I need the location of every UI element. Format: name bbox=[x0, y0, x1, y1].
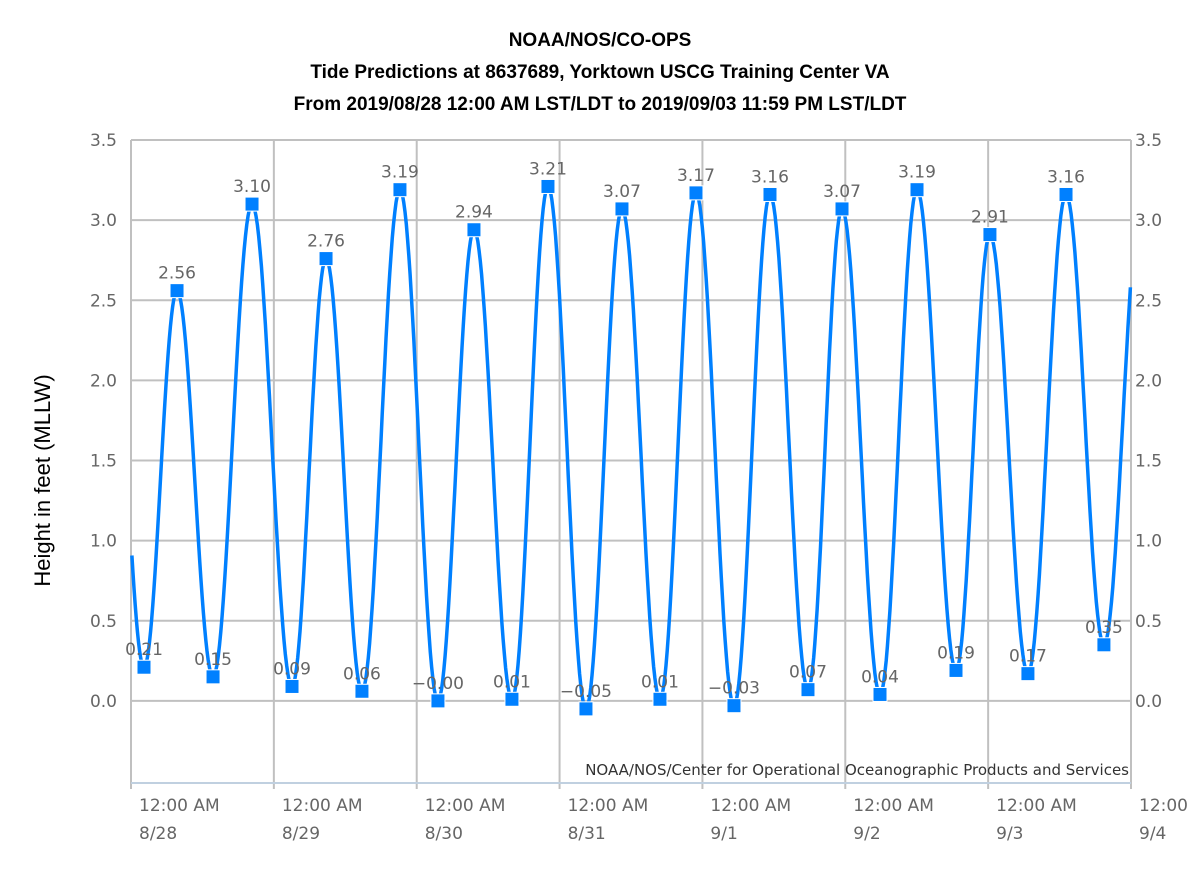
x-tick-label-time: 12:00 AM bbox=[282, 796, 363, 816]
data-point-marker bbox=[318, 251, 334, 267]
y-tick-label-right: 3.0 bbox=[1135, 211, 1162, 231]
y-tick-label-right: 2.5 bbox=[1135, 291, 1162, 311]
data-label: 3.07 bbox=[823, 182, 861, 202]
data-point-marker bbox=[466, 222, 482, 238]
data-label: 3.16 bbox=[751, 167, 789, 187]
data-label: 0.06 bbox=[343, 664, 381, 684]
y-tick-label-left: 3.5 bbox=[90, 131, 117, 151]
x-tick-label-time: 12:00 AM bbox=[996, 796, 1077, 816]
data-label: −0.05 bbox=[560, 682, 612, 702]
y-axis-label: Height in feet (MLLW) bbox=[30, 374, 55, 586]
data-point-marker bbox=[392, 182, 408, 198]
data-point-marker bbox=[800, 682, 816, 698]
data-point-marker bbox=[834, 201, 850, 217]
chart-title-line-2: Tide Predictions at 8637689, Yorktown US… bbox=[310, 62, 890, 83]
x-tick-label-date: 8/29 bbox=[282, 824, 320, 844]
y-tick-label-left: 2.5 bbox=[90, 291, 117, 311]
data-label: 0.21 bbox=[125, 640, 163, 660]
y-tick-label-left: 3.0 bbox=[90, 211, 117, 231]
x-tick-label-date: 9/3 bbox=[996, 824, 1023, 844]
data-point-marker bbox=[652, 691, 668, 707]
x-tick-label-time: 12:00 AM bbox=[853, 796, 934, 816]
y-tick-label-right: 0.5 bbox=[1135, 612, 1162, 632]
y-tick-label-right: 2.0 bbox=[1135, 371, 1162, 391]
data-label: 0.15 bbox=[194, 650, 232, 670]
data-point-marker bbox=[614, 201, 630, 217]
y-tick-label-right: 3.5 bbox=[1135, 131, 1162, 151]
data-label: 0.01 bbox=[493, 672, 531, 692]
x-tick-label-date: 9/2 bbox=[853, 824, 880, 844]
data-label: 3.16 bbox=[1047, 167, 1085, 187]
x-tick-label-time: 12:00 bbox=[1139, 796, 1188, 816]
data-point-marker bbox=[762, 186, 778, 202]
data-label: 3.19 bbox=[898, 163, 936, 183]
data-point-marker bbox=[1020, 666, 1036, 682]
x-tick-label-date: 9/4 bbox=[1139, 824, 1166, 844]
data-point-marker bbox=[872, 686, 888, 702]
y-tick-label-left: 1.0 bbox=[90, 532, 117, 552]
data-point-marker bbox=[1058, 186, 1074, 202]
chart-title-line-1: NOAA/NOS/CO-OPS bbox=[508, 30, 692, 51]
y-tick-label-left: 1.5 bbox=[90, 452, 117, 472]
data-label: −0.00 bbox=[412, 674, 464, 694]
x-tick-label-time: 12:00 AM bbox=[139, 796, 220, 816]
y-tick-label-right: 1.0 bbox=[1135, 532, 1162, 552]
data-label: 3.21 bbox=[529, 159, 567, 179]
data-point-marker bbox=[578, 701, 594, 717]
x-tick-label-date: 8/31 bbox=[568, 824, 606, 844]
data-point-marker bbox=[982, 227, 998, 243]
data-label: 2.56 bbox=[158, 264, 196, 284]
x-tick-label-date: 8/28 bbox=[139, 824, 177, 844]
data-point-marker bbox=[540, 178, 556, 194]
data-point-marker bbox=[430, 693, 446, 709]
data-label: 0.19 bbox=[937, 643, 975, 663]
y-tick-label-right: 1.5 bbox=[1135, 452, 1162, 472]
data-point-marker bbox=[284, 678, 300, 694]
tide-line bbox=[130, 183, 1133, 712]
data-label: 2.91 bbox=[971, 208, 1009, 228]
data-label: 0.07 bbox=[789, 663, 827, 683]
data-point-marker bbox=[244, 196, 260, 212]
credit-text: NOAA/NOS/Center for Operational Oceanogr… bbox=[585, 761, 1129, 779]
x-tick-label-time: 12:00 AM bbox=[568, 796, 649, 816]
data-label: 0.01 bbox=[641, 672, 679, 692]
data-point-marker bbox=[354, 683, 370, 699]
data-point-marker bbox=[909, 182, 925, 198]
x-tick-label-time: 12:00 AM bbox=[710, 796, 791, 816]
data-point-marker bbox=[136, 659, 152, 675]
data-label: 2.94 bbox=[455, 203, 493, 223]
x-tick-label-date: 8/30 bbox=[425, 824, 463, 844]
y-tick-label-left: 0.5 bbox=[90, 612, 117, 632]
data-label: 3.07 bbox=[603, 182, 641, 202]
data-label: 0.09 bbox=[273, 659, 311, 679]
y-tick-label-left: 0.0 bbox=[90, 692, 117, 712]
data-point-marker bbox=[726, 698, 742, 714]
chart-title-line-3: From 2019/08/28 12:00 AM LST/LDT to 2019… bbox=[293, 94, 907, 115]
data-point-marker bbox=[169, 283, 185, 299]
y-tick-label-right: 0.0 bbox=[1135, 692, 1162, 712]
data-point-marker bbox=[948, 662, 964, 678]
data-label: 3.17 bbox=[677, 166, 715, 186]
x-tick-label-date: 9/1 bbox=[710, 824, 737, 844]
data-point-marker bbox=[688, 185, 704, 201]
data-label: −0.03 bbox=[708, 679, 760, 699]
x-tick-label-time: 12:00 AM bbox=[425, 796, 506, 816]
data-point-marker bbox=[205, 669, 221, 685]
data-point-marker bbox=[1096, 637, 1112, 653]
data-label: 0.04 bbox=[861, 667, 899, 687]
data-label: 2.76 bbox=[307, 232, 345, 252]
data-label: 0.17 bbox=[1009, 647, 1047, 667]
data-label: 3.19 bbox=[381, 163, 419, 183]
y-tick-label-left: 2.0 bbox=[90, 371, 117, 391]
data-label: 3.10 bbox=[233, 177, 271, 197]
data-label: 0.35 bbox=[1085, 618, 1123, 638]
data-point-marker bbox=[504, 691, 520, 707]
